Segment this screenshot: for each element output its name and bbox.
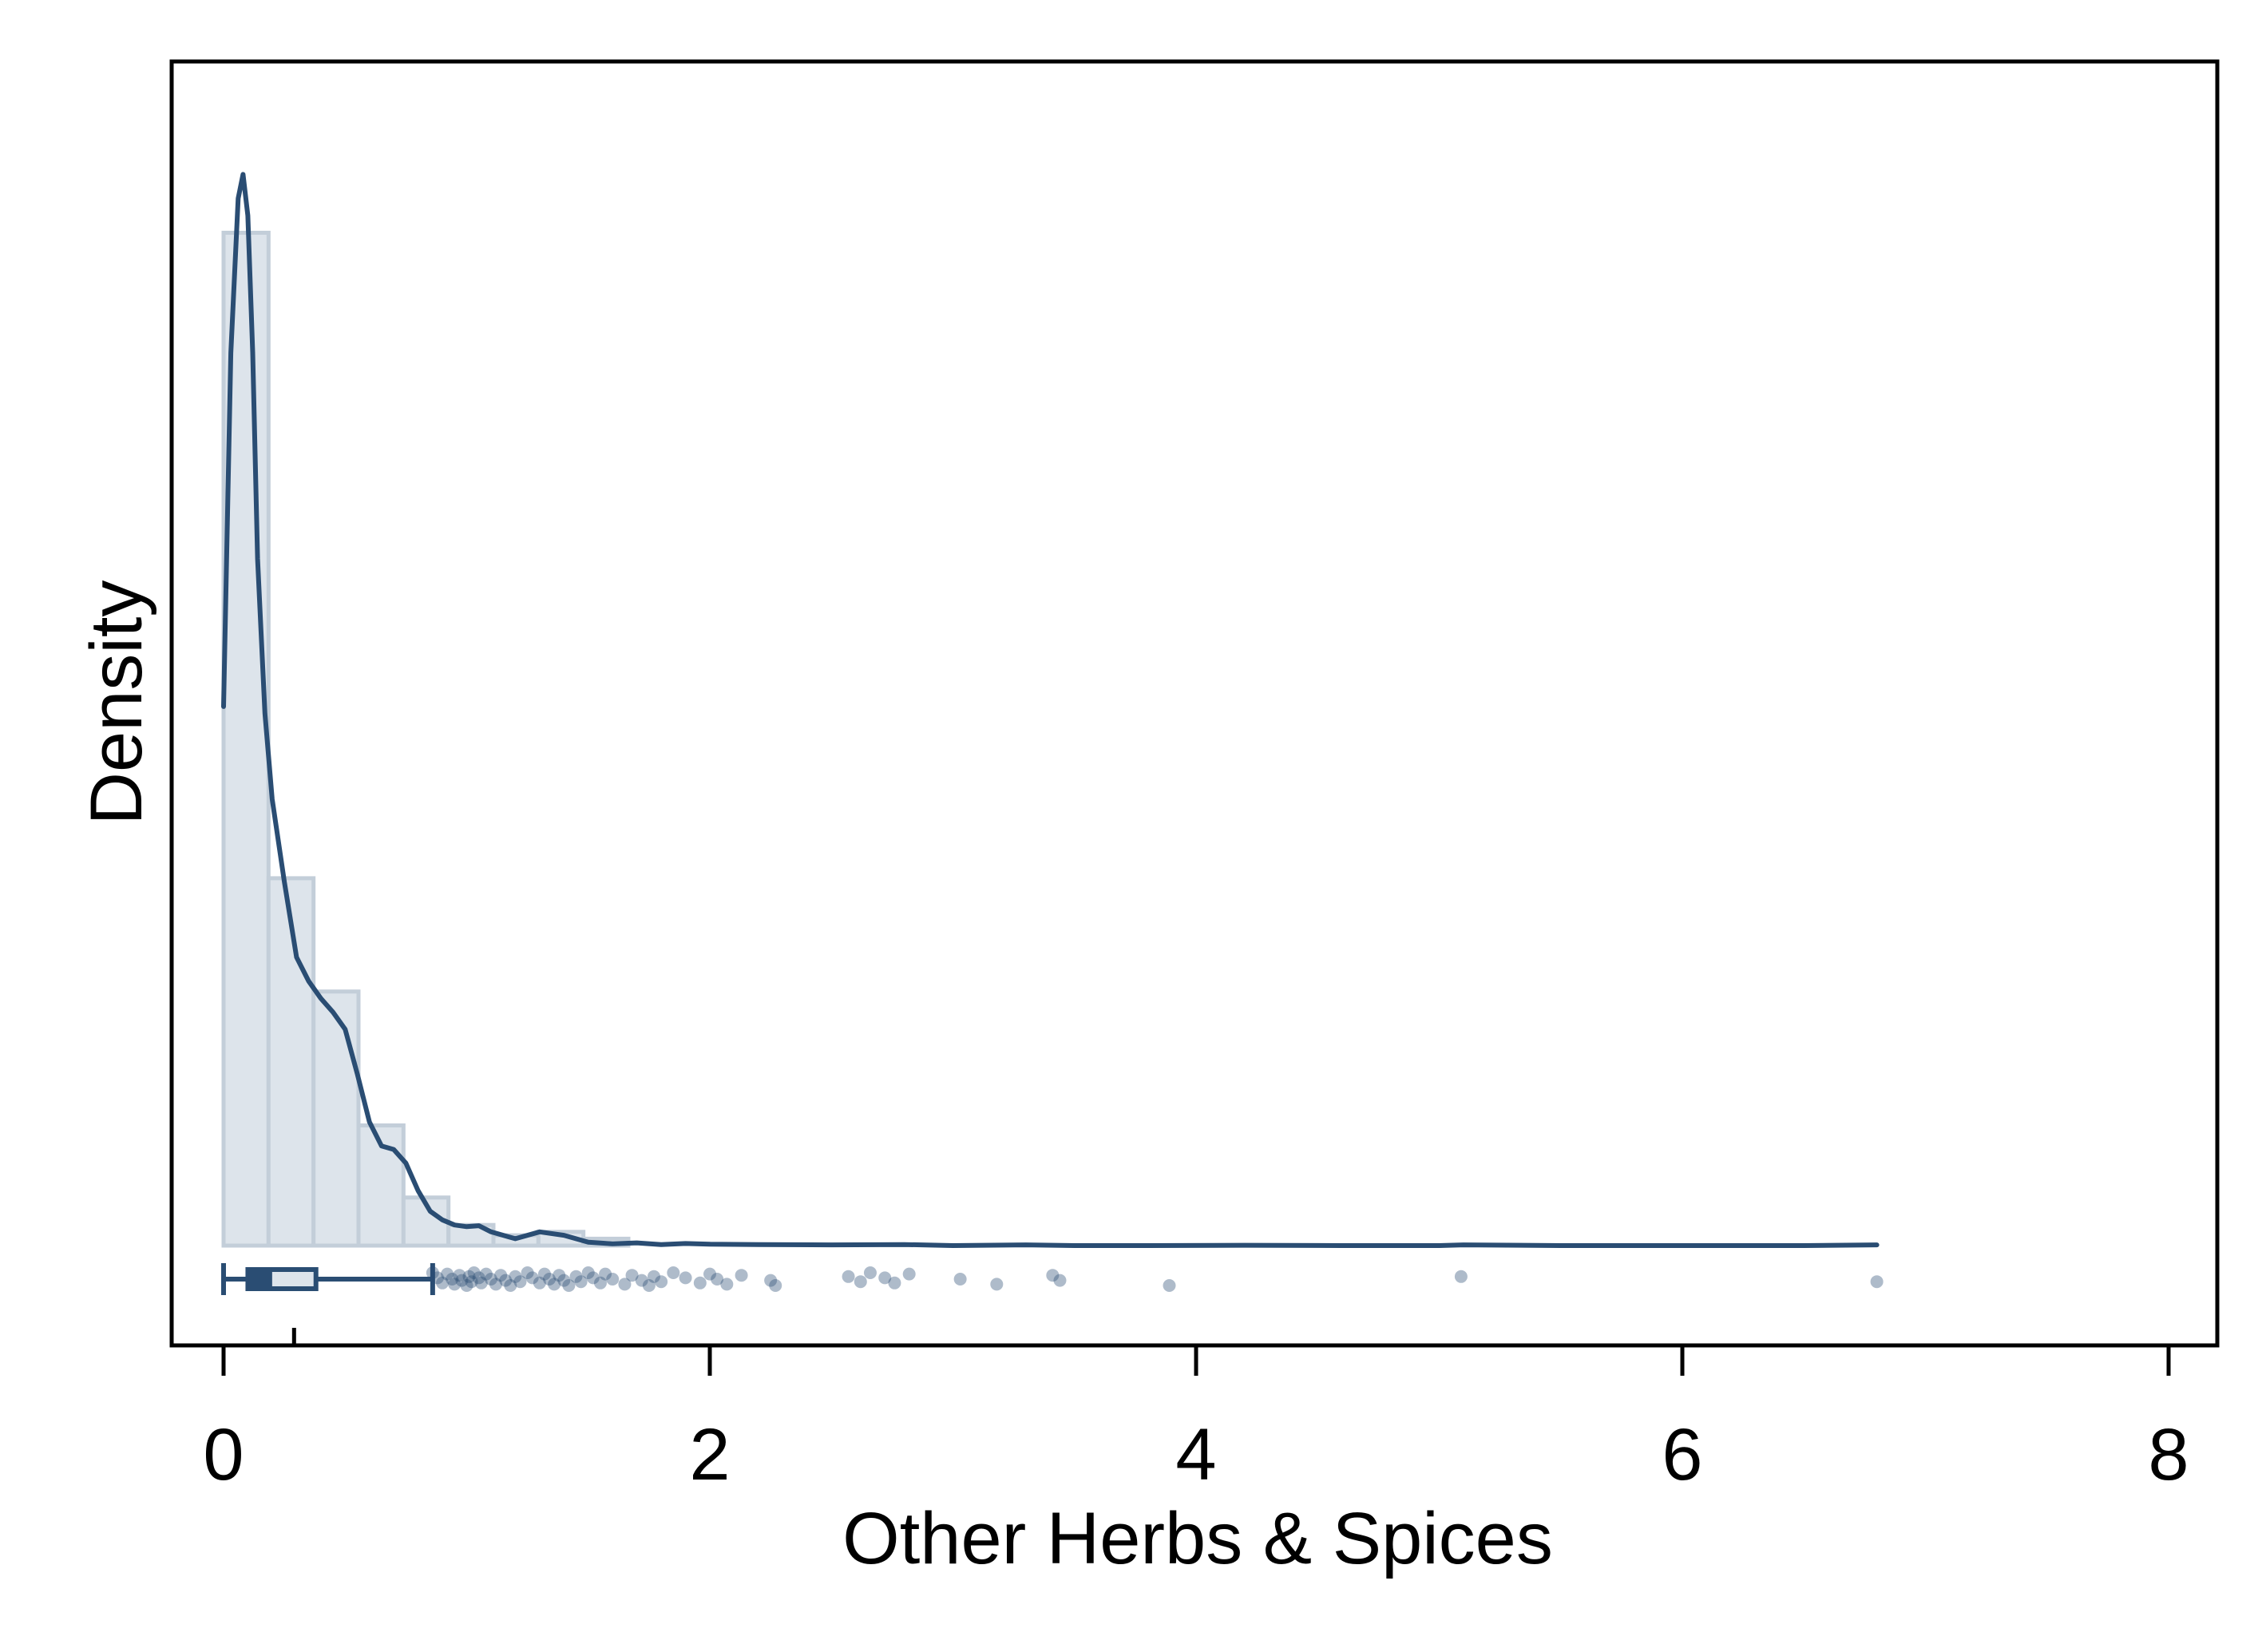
y-axis-label: Density (76, 580, 157, 826)
density-curve-layer (221, 172, 1880, 1248)
outlier-point (436, 1276, 450, 1290)
outlier-point (735, 1269, 748, 1282)
outlier-point (504, 1279, 517, 1292)
outlier-point (655, 1275, 668, 1289)
outlier-point (460, 1279, 473, 1292)
outlier-point (465, 1275, 478, 1289)
outlier-point (618, 1278, 632, 1291)
outlier-point (693, 1276, 707, 1290)
x-tick-label: 2 (689, 1414, 730, 1496)
outlier-point (509, 1270, 522, 1283)
outlier-point (769, 1279, 782, 1292)
boxplot-lower-half (247, 1269, 271, 1290)
outlier-point (703, 1267, 716, 1281)
outlier-point (625, 1269, 639, 1282)
x-axis-ticks: 0 2 4 6 8 (203, 1345, 2189, 1496)
outlier-point (863, 1266, 877, 1279)
histogram-bar (311, 989, 361, 1248)
outlier-points (426, 1266, 1884, 1292)
outlier-point (599, 1267, 612, 1281)
outlier-point (953, 1273, 967, 1286)
outlier-point (543, 1273, 557, 1286)
outlier-point (494, 1269, 508, 1282)
outlier-point (430, 1271, 444, 1285)
outlier-point (854, 1275, 867, 1289)
outlier-point (548, 1278, 561, 1291)
outlier-point (586, 1271, 600, 1285)
outlier-point (888, 1276, 901, 1290)
outlier-point (453, 1269, 466, 1282)
outlier-point (642, 1279, 656, 1292)
outlier-point (462, 1270, 476, 1283)
outlier-point (562, 1279, 576, 1292)
outlier-point (489, 1278, 503, 1291)
outlier-point (990, 1278, 1004, 1291)
outlier-point (448, 1278, 462, 1291)
x-axis-label: Other Herbs & Spices (842, 1498, 1553, 1579)
histogram-bar (266, 876, 316, 1248)
outlier-point (647, 1270, 660, 1283)
outlier-point (842, 1270, 855, 1283)
outlier-point (521, 1266, 534, 1279)
density-curve (221, 172, 1880, 1248)
outlier-point (455, 1274, 469, 1287)
outlier-point (635, 1274, 648, 1287)
outlier-point (474, 1276, 488, 1290)
outlier-point (720, 1278, 734, 1291)
outlier-point (537, 1267, 551, 1281)
x-tick-label: 6 (1662, 1414, 1702, 1496)
boxplot-layer (221, 1263, 435, 1345)
outlier-point (1870, 1275, 1884, 1289)
outlier-point (711, 1273, 724, 1286)
x-tick-label: 8 (2148, 1414, 2189, 1496)
x-tick-label: 0 (203, 1414, 244, 1496)
x-tick-label: 4 (1175, 1414, 1216, 1496)
outlier-point (513, 1275, 527, 1289)
outlier-point (1454, 1270, 1468, 1283)
outlier-point (667, 1266, 680, 1279)
outlier-point (499, 1274, 513, 1287)
outlier-point (606, 1273, 620, 1286)
outlier-point (446, 1273, 459, 1286)
outlier-point (525, 1271, 539, 1285)
outlier-point (581, 1266, 595, 1279)
histogram-bar (356, 1123, 406, 1248)
outlier-point (533, 1276, 546, 1290)
outlier-point (1046, 1269, 1060, 1282)
outlier-point (557, 1274, 571, 1287)
outlier-point (1053, 1274, 1067, 1287)
outlier-point (574, 1275, 588, 1289)
outlier-point (426, 1266, 439, 1279)
outlier-point (553, 1269, 566, 1282)
outlier-point (484, 1273, 497, 1286)
outlier-point (479, 1267, 493, 1281)
outlier-point (441, 1267, 454, 1281)
outlier-point (679, 1271, 692, 1285)
outlier-point (764, 1274, 778, 1287)
outlier-point (593, 1276, 607, 1290)
outlier-point (1163, 1279, 1176, 1292)
outlier-point (878, 1271, 892, 1285)
outlier-point (472, 1271, 485, 1285)
outlier-point (569, 1270, 583, 1283)
outlier-point (902, 1267, 916, 1281)
outlier-point (467, 1266, 481, 1279)
